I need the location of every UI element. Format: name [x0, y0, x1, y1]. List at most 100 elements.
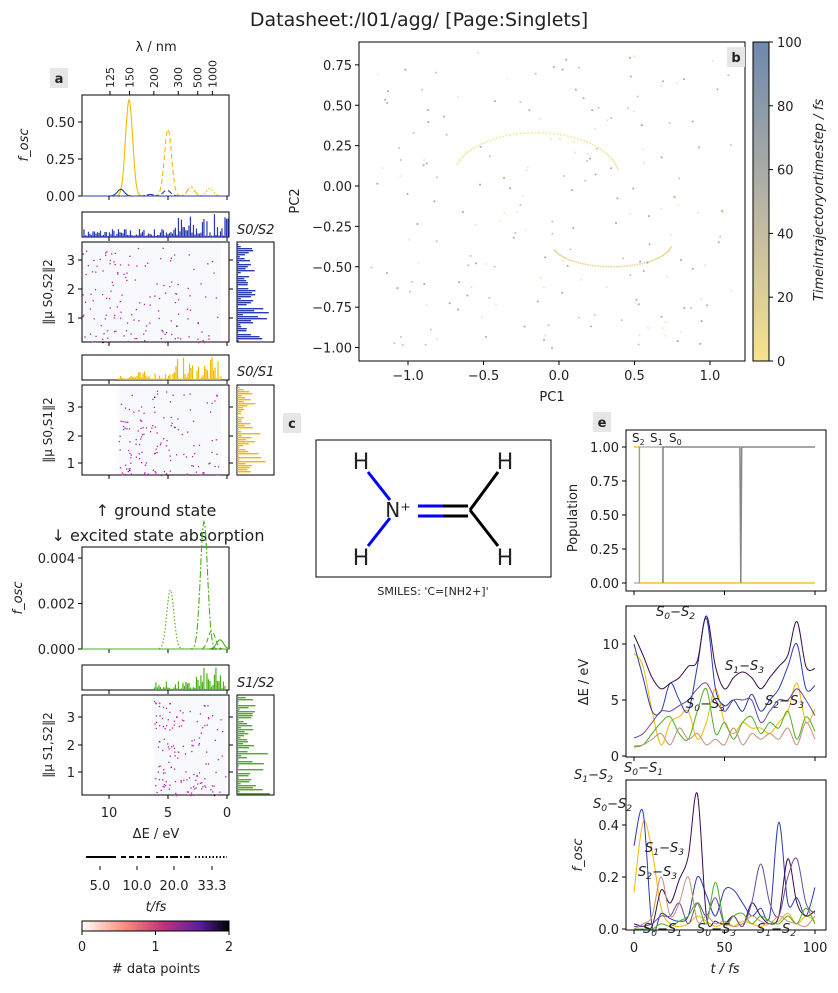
pca-point: [668, 121, 671, 124]
scatter-s1s2-point: [174, 751, 176, 753]
scatter-s0s1-point: [217, 466, 220, 468]
pca-point: [661, 327, 664, 330]
scatter-s0s2-point: [160, 337, 162, 340]
scatter-s1s2-point: [216, 729, 219, 731]
hist-s1s2-bar: [222, 681, 225, 690]
scatter-s1s2-point: [193, 739, 196, 741]
scatter-s0s2-point: [119, 264, 122, 266]
energy-y-tick-label: 0: [611, 750, 619, 765]
pca-point: [594, 173, 597, 176]
scatter-s0s1-point: [189, 393, 191, 395]
scatter-s1s2-point: [180, 781, 182, 783]
hist-right-s0s2-bar: [237, 326, 242, 328]
hist-right-s0s2-bar: [237, 330, 247, 332]
energy-line-S1-S2: [633, 687, 816, 748]
scatter-s0s2-point: [135, 308, 138, 311]
scatter-s1s2-point: [180, 725, 183, 727]
pca-point: [516, 132, 519, 135]
scatter-s0s2-point: [144, 340, 146, 342]
scatter-s0s1-point: [139, 458, 141, 460]
scatter-s0s2-point: [105, 297, 108, 300]
scatter-s0s1-point: [152, 398, 154, 401]
scatter-s1s2-point: [162, 749, 164, 752]
pca-point: [678, 177, 681, 180]
scatter-s0s2-point: [114, 314, 116, 317]
scatter-s0s1-point: [120, 403, 123, 405]
scatter-s1s2-point: [161, 779, 164, 781]
scatter-s0s2-point: [136, 265, 138, 267]
hist-s0s2-bar: [114, 235, 117, 237]
scatter-s0s2-point: [215, 297, 218, 299]
scatter-s0s2-point: [149, 296, 151, 298]
pca-point: [565, 257, 568, 260]
pca-point: [545, 132, 548, 135]
scatter-s0s1-point: [124, 427, 126, 429]
hist-right-s1s2-bar: [237, 791, 240, 793]
pca-point: [385, 271, 388, 274]
pca-point: [609, 156, 612, 159]
hist-right-s0s1-bar: [237, 445, 244, 447]
hist-right-s0s2-bar: [237, 300, 254, 302]
scatter-s0s1-point: [156, 451, 158, 454]
energy-line-S2-S3: [633, 721, 816, 747]
hist-right-s1s2-bar: [237, 721, 244, 723]
pca-point: [456, 162, 459, 165]
scatter-s0s1-point: [139, 419, 142, 421]
scatter-s1s2-point: [159, 725, 161, 727]
hist-s0s2-bar: [209, 232, 211, 237]
hist-s0s1-bar: [131, 376, 134, 380]
hist-right-s0s1-bar: [237, 387, 240, 389]
scatter-s1s2-point: [203, 704, 205, 707]
pca-point: [653, 258, 656, 261]
hist-s1s2-bar: [195, 676, 198, 690]
hist-right-s0s2-bar: [237, 252, 249, 254]
pca-point: [577, 316, 580, 319]
hist-s0s1-bar: [212, 370, 215, 380]
dipole-axis-label-s0s1: ‖μ S0,S1‖2: [41, 397, 55, 462]
scatter-s0s1-point: [169, 401, 172, 403]
hist-s0s2-bar: [102, 234, 105, 237]
scatter-s1s2-point: [205, 763, 207, 765]
pca-point: [538, 131, 541, 134]
pca-point: [711, 60, 714, 63]
pca-y-tick-label: −1.00: [312, 342, 352, 357]
scatter-s0s2-point: [107, 337, 109, 339]
pca-point: [566, 135, 569, 138]
scatter-s0s2-point: [84, 301, 87, 303]
pca-y-tick-label: −0.75: [312, 301, 352, 316]
hist-right-s0s2-bar: [237, 302, 251, 304]
pca-point: [591, 264, 594, 267]
hist-s0s1-bar: [121, 377, 123, 380]
scatter-s0s2-point: [193, 268, 195, 271]
scatter-s1s2-point: [196, 774, 198, 777]
hist-s0s2-bar: [185, 230, 187, 237]
pca-point: [408, 238, 411, 241]
scatter-s1s2-point: [173, 747, 176, 750]
scatter-s0s1-point: [144, 464, 147, 466]
hist-s1s2-bar: [177, 681, 180, 690]
hist-s0s2-bar: [222, 235, 225, 237]
hist-s0s2-bar: [107, 235, 109, 237]
hist-s0s2-bar: [155, 235, 157, 237]
scatter-s0s2-point: [146, 325, 148, 327]
hist-s0s2-bar: [174, 227, 177, 237]
hist-s0s2-bar: [191, 232, 193, 237]
hist-right-s0s2-bar: [237, 338, 263, 340]
hist-s0s1-bar: [203, 365, 206, 380]
hist-s0s1-bar: [148, 375, 150, 380]
pca-point: [498, 136, 501, 139]
scatter-s1s2-point: [211, 785, 214, 787]
pca-point: [429, 328, 432, 331]
pca-point: [493, 265, 496, 268]
fosc-y-tick-label: 0.0: [598, 923, 619, 938]
pca-point: [528, 109, 531, 112]
scatter-s1s2-point: [153, 700, 156, 703]
scatter-s0s2-point: [208, 338, 210, 340]
scatter-s1s2-point: [165, 781, 167, 783]
hist-s1s2-bar: [180, 688, 183, 690]
scatter-s0s2-point: [133, 319, 135, 321]
time-cbar-tick-label: 0: [777, 355, 785, 370]
scatter-s1s2-point: [192, 786, 195, 788]
scatter-s0s2-point: [123, 273, 125, 275]
scatter-s0s1-axes: [81, 384, 230, 476]
